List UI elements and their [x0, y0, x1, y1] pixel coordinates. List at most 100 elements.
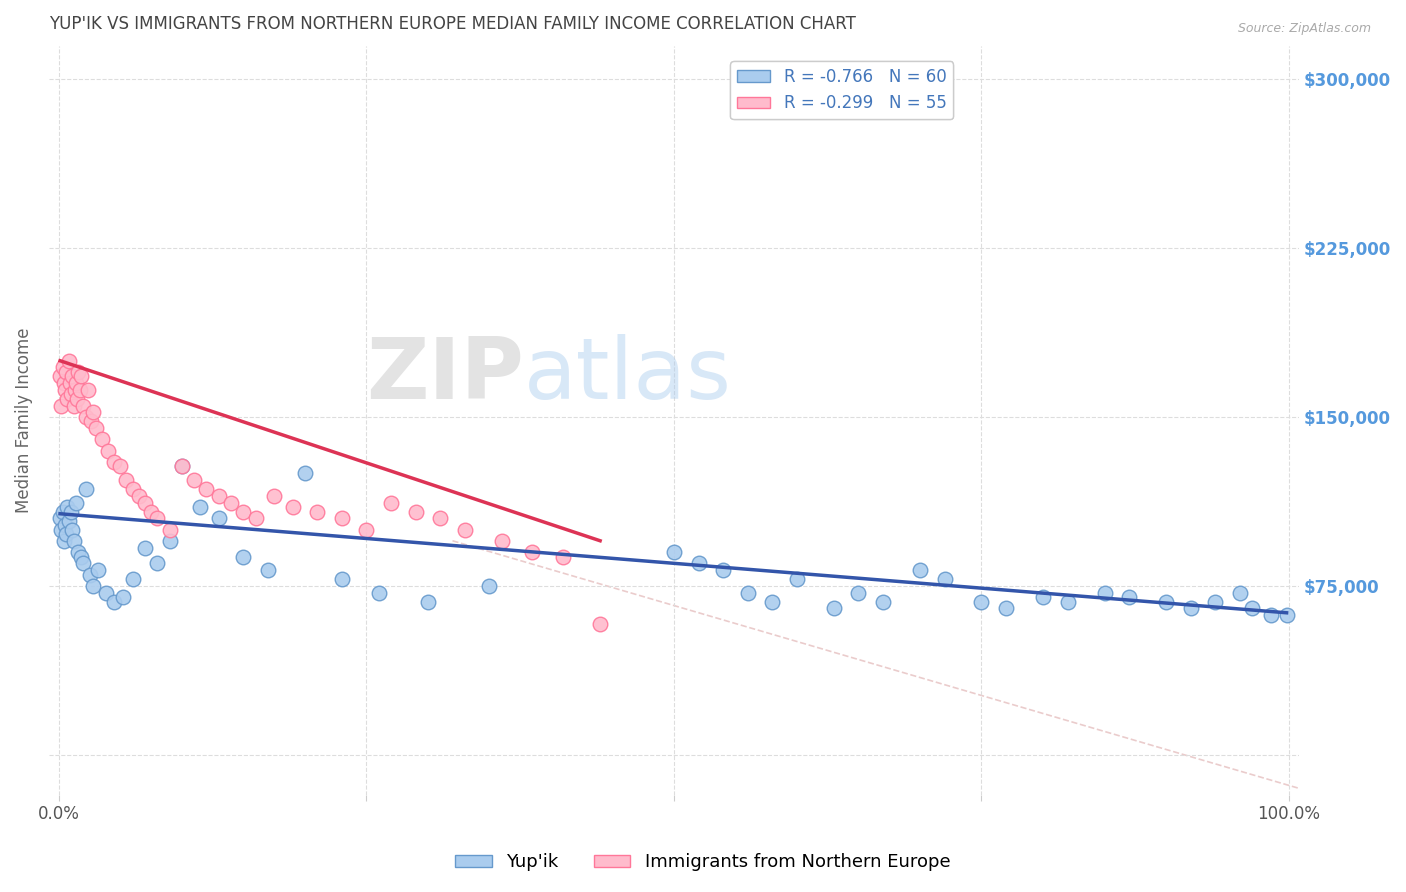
Point	[380, 495, 402, 509]
Point	[53, 383, 76, 397]
Point	[1260, 607, 1282, 622]
Point	[995, 601, 1018, 615]
Point	[90, 433, 112, 447]
Point	[823, 601, 845, 615]
Point	[356, 523, 378, 537]
Point	[970, 594, 993, 608]
Point	[139, 504, 162, 518]
Point	[60, 504, 83, 518]
Point	[188, 500, 211, 514]
Point	[208, 489, 231, 503]
Point	[711, 563, 734, 577]
Point	[62, 533, 84, 548]
Point	[294, 467, 316, 481]
Point	[522, 545, 544, 559]
Point	[170, 459, 193, 474]
Point	[60, 523, 83, 537]
Point	[115, 473, 138, 487]
Point	[281, 500, 304, 514]
Point	[55, 527, 77, 541]
Point	[146, 556, 169, 570]
Point	[56, 500, 79, 514]
Point	[66, 392, 89, 406]
Point	[183, 473, 205, 487]
Point	[84, 421, 107, 435]
Point	[77, 383, 100, 397]
Point	[478, 579, 501, 593]
Point	[97, 443, 120, 458]
Point	[1032, 590, 1054, 604]
Text: Source: ZipAtlas.com: Source: ZipAtlas.com	[1237, 22, 1371, 36]
Y-axis label: Median Family Income: Median Family Income	[15, 327, 32, 513]
Point	[232, 504, 254, 518]
Point	[416, 594, 439, 608]
Point	[908, 563, 931, 577]
Point	[65, 495, 87, 509]
Point	[87, 563, 110, 577]
Point	[872, 594, 894, 608]
Point	[737, 585, 759, 599]
Point	[786, 572, 808, 586]
Point	[263, 489, 285, 503]
Text: YUP'IK VS IMMIGRANTS FROM NORTHERN EUROPE MEDIAN FAMILY INCOME CORRELATION CHART: YUP'IK VS IMMIGRANTS FROM NORTHERN EUROP…	[49, 15, 856, 33]
Point	[208, 511, 231, 525]
Point	[121, 482, 143, 496]
Point	[761, 594, 783, 608]
Point	[49, 369, 72, 384]
Point	[103, 455, 125, 469]
Point	[1229, 585, 1251, 599]
Point	[1118, 590, 1140, 604]
Point	[51, 523, 73, 537]
Point	[134, 541, 156, 555]
Point	[1180, 601, 1202, 615]
Point	[159, 533, 181, 548]
Point	[51, 360, 73, 375]
Point	[688, 556, 710, 570]
Point	[52, 376, 75, 391]
Point	[94, 585, 117, 599]
Point	[111, 590, 134, 604]
Text: ZIP: ZIP	[366, 334, 524, 417]
Point	[848, 585, 870, 599]
Point	[330, 511, 353, 525]
Point	[53, 518, 76, 533]
Text: atlas: atlas	[524, 334, 733, 417]
Point	[232, 549, 254, 564]
Point	[72, 399, 94, 413]
Point	[1094, 585, 1116, 599]
Point	[58, 353, 80, 368]
Point	[330, 572, 353, 586]
Point	[72, 556, 94, 570]
Point	[170, 459, 193, 474]
Point	[59, 376, 82, 391]
Point	[58, 514, 80, 528]
Point	[52, 533, 75, 548]
Point	[51, 399, 73, 413]
Point	[67, 545, 90, 559]
Point	[128, 489, 150, 503]
Point	[69, 383, 91, 397]
Point	[257, 563, 280, 577]
Point	[56, 392, 79, 406]
Point	[63, 383, 86, 397]
Point	[1154, 594, 1177, 608]
Point	[82, 579, 104, 593]
Point	[195, 482, 218, 496]
Point	[51, 504, 73, 518]
Legend: R = -0.766   N = 60, R = -0.299   N = 55: R = -0.766 N = 60, R = -0.299 N = 55	[730, 62, 953, 120]
Point	[307, 504, 329, 518]
Point	[367, 585, 389, 599]
Point	[219, 495, 242, 509]
Point	[1056, 594, 1078, 608]
Point	[110, 459, 132, 474]
Point	[80, 415, 103, 429]
Legend: Yup'ik, Immigrants from Northern Europe: Yup'ik, Immigrants from Northern Europe	[449, 847, 957, 879]
Point	[75, 482, 97, 496]
Point	[1241, 601, 1264, 615]
Point	[245, 511, 267, 525]
Point	[70, 369, 93, 384]
Point	[1204, 594, 1226, 608]
Point	[79, 567, 101, 582]
Point	[65, 376, 87, 391]
Point	[49, 511, 72, 525]
